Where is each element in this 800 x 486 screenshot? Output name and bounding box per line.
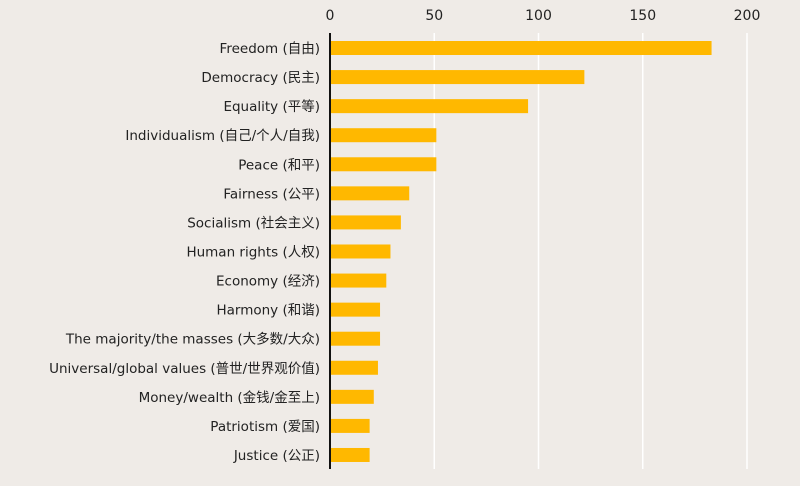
category-label: Equality (平等)	[223, 98, 320, 115]
category-label: The majority/the masses (大多数/大众)	[65, 331, 320, 348]
bar	[330, 186, 410, 201]
category-label: Money/wealth (金钱/金至上)	[139, 390, 320, 406]
x-tick-label: 200	[734, 8, 761, 24]
bar	[330, 360, 378, 375]
bar	[330, 157, 437, 172]
bar	[330, 302, 381, 317]
bar	[330, 331, 381, 346]
category-label: Economy (经济)	[216, 274, 320, 290]
category-label: Peace (和平)	[238, 157, 320, 173]
bar	[330, 418, 370, 433]
category-label: Patriotism (爱国)	[210, 419, 320, 435]
bar	[330, 389, 374, 404]
x-tick-label: 0	[326, 8, 335, 24]
category-label: Justice (公正)	[233, 448, 320, 464]
bar	[330, 70, 585, 85]
x-tick-label: 150	[629, 8, 656, 24]
category-label: Individualism (自己/个人/自我)	[125, 128, 320, 144]
category-label: Human rights (人权)	[186, 243, 320, 260]
bar	[330, 41, 712, 55]
x-tick-label: 50	[425, 8, 443, 24]
category-label: Harmony (和谐)	[216, 303, 320, 319]
bar	[330, 99, 529, 114]
bar	[330, 244, 391, 259]
bar	[330, 273, 387, 288]
category-label: Democracy (民主)	[201, 70, 320, 86]
bar	[330, 447, 370, 462]
bar	[330, 215, 401, 230]
bar	[330, 128, 437, 143]
category-label: Fairness (公平)	[223, 186, 320, 202]
x-tick-label: 100	[525, 8, 552, 24]
category-label: Universal/global values (普世/世界观价值)	[49, 361, 320, 377]
category-label: Socialism (社会主义)	[187, 215, 320, 231]
category-label: Freedom (自由)	[220, 41, 320, 57]
